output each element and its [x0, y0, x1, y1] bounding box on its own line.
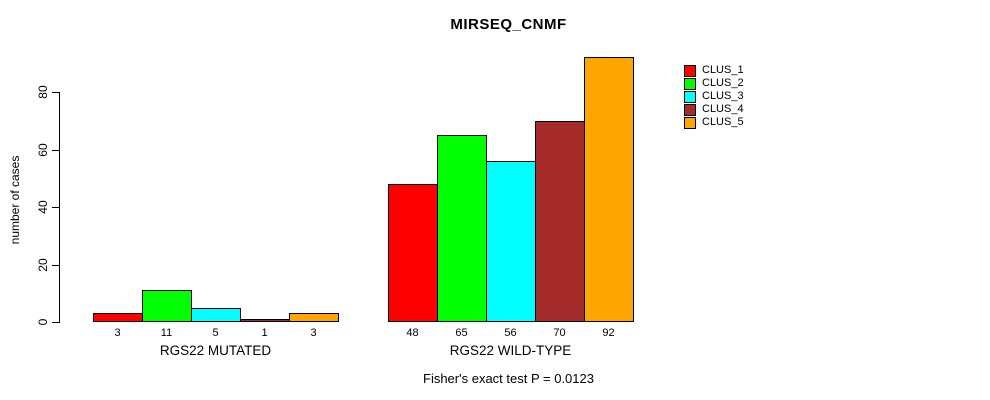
- bar-CLUS_5: [584, 57, 634, 322]
- y-tick-label: 60: [36, 142, 50, 157]
- y-tick-label: 0: [36, 318, 50, 326]
- legend-swatch: [684, 90, 696, 103]
- legend-item: CLUS_5: [684, 116, 744, 129]
- bar-value-label: 11: [160, 327, 173, 339]
- y-tick: [52, 207, 59, 208]
- legend-label: CLUS_3: [702, 90, 744, 102]
- legend-item: CLUS_4: [684, 103, 744, 116]
- legend-item: CLUS_3: [684, 90, 744, 103]
- legend-label: CLUS_5: [702, 116, 744, 128]
- bar-value-label: 3: [310, 327, 317, 339]
- legend-swatch: [684, 103, 696, 116]
- legend-item: CLUS_2: [684, 77, 744, 90]
- y-tick: [52, 92, 59, 93]
- bar-value-label: 3: [114, 327, 121, 339]
- legend-label: CLUS_1: [702, 64, 744, 76]
- bar-CLUS_5: [289, 313, 339, 322]
- group-label: RGS22 WILD-TYPE: [449, 343, 572, 358]
- bar-CLUS_4: [240, 319, 290, 322]
- bar-CLUS_3: [191, 308, 241, 322]
- bar-value-label: 56: [504, 327, 517, 339]
- y-tick-label: 80: [36, 85, 50, 99]
- bar-CLUS_1: [388, 184, 438, 322]
- bar-CLUS_3: [486, 161, 536, 322]
- bar-CLUS_1: [93, 313, 143, 322]
- legend: CLUS_1 CLUS_2 CLUS_3 CLUS_4 CLUS_5: [684, 64, 744, 129]
- y-tick-label: 20: [36, 257, 50, 272]
- group-label: RGS22 MUTATED: [159, 343, 272, 358]
- y-tick: [52, 149, 59, 151]
- legend-swatch: [684, 77, 696, 90]
- bar-value-label: 1: [261, 327, 268, 339]
- y-tick: [52, 322, 59, 323]
- y-tick-label: 40: [36, 200, 50, 214]
- bar-CLUS_2: [142, 290, 192, 322]
- legend-label: CLUS_4: [702, 103, 744, 115]
- bar-value-label: 70: [553, 327, 566, 339]
- bar-value-label: 65: [455, 327, 468, 339]
- y-tick: [52, 264, 59, 266]
- bar-CLUS_2: [437, 135, 487, 322]
- bar-value-label: 5: [212, 327, 219, 339]
- bar-CLUS_4: [535, 121, 585, 322]
- legend-swatch: [684, 116, 696, 129]
- legend-item: CLUS_1: [684, 64, 744, 77]
- y-axis-label: number of cases: [8, 155, 22, 245]
- chart-title: MIRSEQ_CNMF: [450, 16, 567, 33]
- y-axis-line: [59, 92, 60, 323]
- legend-label: CLUS_2: [702, 77, 744, 89]
- bar-value-label: 92: [602, 327, 615, 339]
- annotation-text: Fisher's exact test P = 0.0123: [423, 371, 594, 386]
- bar-value-label: 48: [406, 327, 419, 339]
- legend-swatch: [684, 64, 696, 77]
